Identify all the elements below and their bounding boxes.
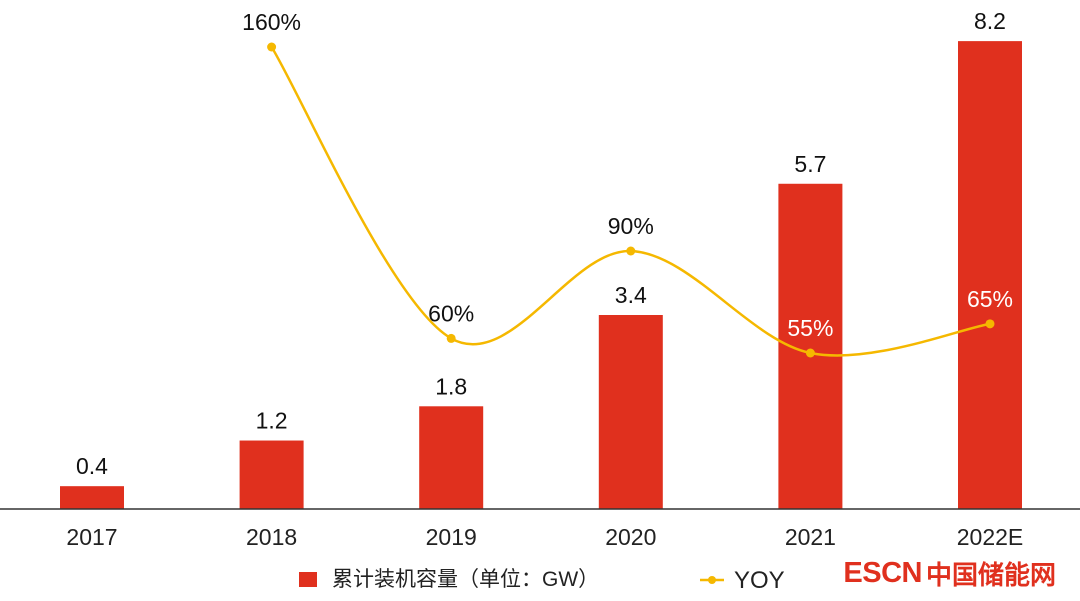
bar-2017 bbox=[60, 486, 124, 509]
x-tick-2018: 2018 bbox=[246, 524, 297, 550]
x-tick-2021: 2021 bbox=[785, 524, 836, 550]
bar-label-2017: 0.4 bbox=[76, 453, 108, 479]
yoy-label-2019: 60% bbox=[428, 300, 474, 326]
legend-bar-swatch bbox=[299, 572, 317, 587]
x-tick-2020: 2020 bbox=[605, 524, 656, 550]
yoy-point-2020 bbox=[626, 246, 636, 256]
escn-watermark-logo: ESCN 中国储能网 bbox=[843, 556, 1056, 591]
bar-2022E bbox=[958, 41, 1022, 509]
bar-value-labels: 0.4 1.2 1.8 3.4 5.7 8.2 bbox=[76, 8, 1006, 479]
yoy-label-2021: 55% bbox=[787, 315, 833, 341]
yoy-point-2018 bbox=[267, 42, 277, 52]
bar-series bbox=[60, 41, 1022, 509]
x-tick-2017: 2017 bbox=[66, 524, 117, 550]
watermark-cjk: 中国储能网 bbox=[925, 560, 1056, 591]
x-tick-2019: 2019 bbox=[426, 524, 477, 550]
yoy-value-labels: 160% 60% 90% 55% 65% bbox=[242, 9, 1013, 341]
yoy-label-2022E: 65% bbox=[967, 286, 1013, 312]
yoy-label-2020: 90% bbox=[608, 213, 654, 239]
legend: 累计装机容量（单位：GW） YOY bbox=[299, 567, 785, 594]
bar-2019 bbox=[419, 406, 484, 509]
bar-label-2022E: 8.2 bbox=[974, 8, 1006, 34]
legend-line-label: YOY bbox=[734, 567, 785, 594]
x-tick-2022E: 2022E bbox=[957, 524, 1024, 550]
bar-label-2019: 1.8 bbox=[435, 373, 467, 399]
yoy-point-2019 bbox=[446, 333, 456, 343]
legend-item-line: YOY bbox=[700, 567, 785, 594]
yoy-point-2022E bbox=[985, 319, 995, 329]
bar-label-2021: 5.7 bbox=[794, 151, 826, 177]
legend-bar-label: 累计装机容量（单位：GW） bbox=[332, 568, 599, 591]
bar-label-2020: 3.4 bbox=[615, 282, 647, 308]
yoy-line-series bbox=[267, 42, 995, 358]
bar-label-2018: 1.2 bbox=[256, 408, 288, 434]
yoy-point-2021 bbox=[805, 348, 815, 358]
x-tick-labels: 2017 2018 2019 2020 2021 2022E bbox=[66, 524, 1023, 550]
yoy-label-2018: 160% bbox=[242, 9, 301, 35]
yoy-line bbox=[270, 46, 991, 357]
watermark-latin: ESCN bbox=[843, 556, 922, 589]
bar-2020 bbox=[598, 315, 663, 509]
bar-2018 bbox=[239, 440, 304, 509]
legend-line-marker bbox=[708, 576, 716, 584]
legend-item-bar: 累计装机容量（单位：GW） bbox=[299, 568, 599, 591]
